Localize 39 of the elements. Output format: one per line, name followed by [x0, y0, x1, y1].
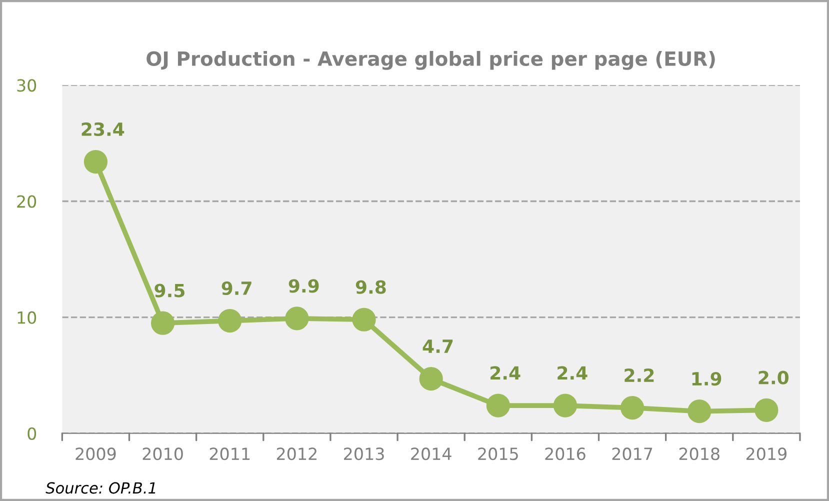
text: 2.4: [558, 366, 588, 380]
text: 4.7: [422, 340, 453, 353]
text: 2.0: [758, 370, 789, 384]
y-tick-label: 10: [18, 311, 36, 324]
x-tick-label: 2018: [679, 448, 720, 460]
point: [688, 400, 712, 424]
y-tick-label: 20: [17, 195, 36, 208]
y-tick-label: 30: [17, 79, 36, 92]
point: [218, 308, 242, 333]
point: [419, 367, 443, 391]
text: 9.8: [356, 280, 386, 294]
text: 2.2: [624, 368, 654, 382]
point: [754, 398, 778, 422]
point: [553, 394, 578, 418]
point: [486, 394, 510, 418]
text: 2.4: [490, 366, 520, 380]
point: [285, 306, 309, 330]
text: 23.4: [82, 122, 124, 136]
source-note: Source: OP.B.1: [46, 482, 156, 494]
point: [620, 396, 644, 420]
x-tick-label: 2010: [142, 448, 183, 460]
text: 9.9: [288, 279, 319, 293]
point: [84, 150, 108, 174]
x-tick-label: 2016: [545, 448, 586, 460]
x-tick-label: 2009: [76, 448, 116, 460]
text: 9.5: [154, 284, 184, 298]
x-tick-label: 2013: [344, 448, 384, 460]
y-tick-label: 0: [28, 427, 36, 440]
point: [352, 308, 376, 332]
x-tick-label: 2015: [478, 448, 518, 460]
point: [150, 311, 175, 335]
text: 9.7: [222, 281, 252, 296]
x-tick-label: 2012: [276, 448, 316, 460]
x-tick-label: 2014: [411, 448, 452, 460]
x-tick-label: 2011: [210, 448, 250, 460]
chart-title: OJ Production - Average global price per page (EUR): [146, 50, 715, 70]
x-tick-label: 2017: [612, 448, 652, 460]
text: 1.9: [692, 372, 722, 386]
x-tick-label: 2019: [746, 448, 786, 460]
